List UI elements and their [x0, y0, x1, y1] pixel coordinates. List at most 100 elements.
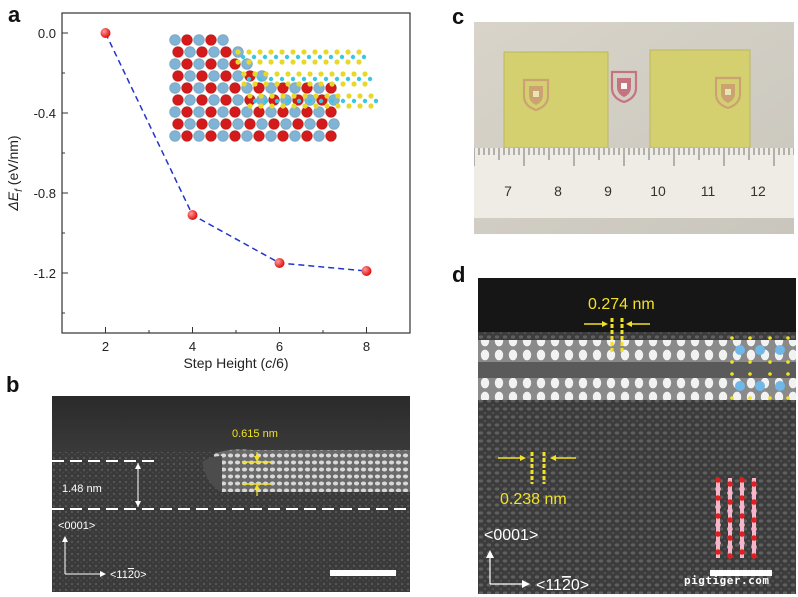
substrate-atom	[739, 504, 745, 510]
sulfur-atom	[274, 71, 280, 77]
substrate-atom	[739, 549, 745, 555]
metal-atom	[251, 54, 257, 60]
sulfur-atom	[351, 81, 357, 87]
axis-right-overbar: 2	[562, 577, 571, 594]
ruler-number: 11	[701, 183, 716, 199]
substrate-atom	[715, 486, 721, 492]
metal-atom	[246, 76, 252, 82]
substrate-atom	[739, 486, 745, 492]
substrate-atom	[751, 553, 757, 559]
atom	[265, 130, 277, 142]
sulfur-atom	[340, 71, 346, 77]
axis-right-prefix: <11	[536, 577, 562, 594]
atom	[172, 118, 184, 130]
atom	[325, 130, 337, 142]
sulfur-atom	[346, 93, 352, 99]
sulfur-atom	[246, 49, 252, 55]
sulfur-atom	[345, 49, 351, 55]
atom	[205, 82, 217, 94]
atom	[229, 106, 241, 118]
atom	[169, 34, 181, 46]
substrate-atom	[727, 526, 733, 532]
atom	[232, 94, 244, 106]
atom	[172, 46, 184, 58]
atom	[193, 130, 205, 142]
atom	[205, 58, 217, 70]
atom	[313, 130, 325, 142]
spacing-bottom-label: 0.238 nm	[500, 491, 567, 508]
substrate-atom	[751, 526, 757, 532]
metal-atom	[285, 98, 291, 104]
atom	[217, 34, 229, 46]
university-badge	[610, 70, 638, 104]
sulfur-atom-marker	[748, 336, 752, 340]
atom	[241, 58, 253, 70]
metal-atom-marker	[775, 345, 785, 355]
substrate-atom	[715, 522, 721, 528]
metal-atom	[328, 54, 334, 60]
axis-up-label: <0001>	[484, 527, 538, 544]
y-axis-label-part1: ΔE	[5, 191, 21, 211]
sulfur-atom	[323, 59, 329, 65]
sulfur-atom	[257, 49, 263, 55]
panel-d-letter: d	[452, 262, 466, 287]
metal-atom	[263, 98, 269, 104]
substrate-atom	[751, 481, 757, 487]
substrate-atom	[739, 495, 745, 501]
atom	[208, 94, 220, 106]
scale-bar	[330, 570, 396, 576]
sulfur-atom	[301, 59, 307, 65]
sulfur-atom-marker	[730, 360, 734, 364]
ruler-number: 12	[750, 183, 766, 199]
atom	[181, 106, 193, 118]
ruler-number: 10	[650, 183, 666, 199]
sulfur-atom	[247, 93, 253, 99]
substrate-atom	[727, 499, 733, 505]
metal-atom	[351, 98, 357, 104]
panel-d-haadf-image: 0.274 nm 0.238 nm <0001> <1120>	[478, 278, 796, 594]
x-tick-label: 4	[189, 339, 196, 354]
data-point	[361, 266, 372, 276]
sulfur-atom	[263, 71, 269, 77]
axis-right-overbar: 2	[128, 569, 134, 581]
sulfur-atom	[241, 71, 247, 77]
y-axis-label-part3: (eV/nm)	[5, 135, 21, 189]
sulfur-atom	[279, 49, 285, 55]
atom	[253, 130, 265, 142]
atom	[181, 82, 193, 94]
y-tick-label: -0.8	[34, 186, 56, 201]
substrate-atom	[727, 544, 733, 550]
atom	[292, 118, 304, 130]
atom	[184, 118, 196, 130]
atom	[184, 46, 196, 58]
sulfur-atom	[290, 49, 296, 55]
atom	[244, 118, 256, 130]
sulfur-atom	[280, 103, 286, 109]
atom	[184, 70, 196, 82]
axis-right-suffix: 0>	[134, 569, 147, 581]
metal-atom	[356, 76, 362, 82]
watermark: pigtiger.com	[684, 574, 770, 587]
sulfur-atom-marker	[786, 336, 790, 340]
atom	[205, 106, 217, 118]
metal-atom	[318, 98, 324, 104]
atom	[241, 130, 253, 142]
atom	[169, 106, 181, 118]
substrate-atom	[727, 490, 733, 496]
atom	[196, 118, 208, 130]
panel-b-letter: b	[6, 372, 20, 397]
axis-right-prefix: <11	[110, 569, 128, 581]
atom	[196, 70, 208, 82]
sulfur-atom	[269, 93, 275, 99]
sulfur-atom	[241, 81, 247, 87]
metal-atom	[284, 54, 290, 60]
atom	[256, 118, 268, 130]
substrate-atom	[739, 531, 745, 537]
sulfur-atom	[291, 103, 297, 109]
substrate-atom	[727, 535, 733, 541]
sulfur-atom	[357, 93, 363, 99]
y-axis-label: ΔEf (eV/nm)	[5, 135, 25, 211]
metal-atom	[317, 54, 323, 60]
film-right	[649, 49, 751, 149]
substrate-atom	[715, 513, 721, 519]
